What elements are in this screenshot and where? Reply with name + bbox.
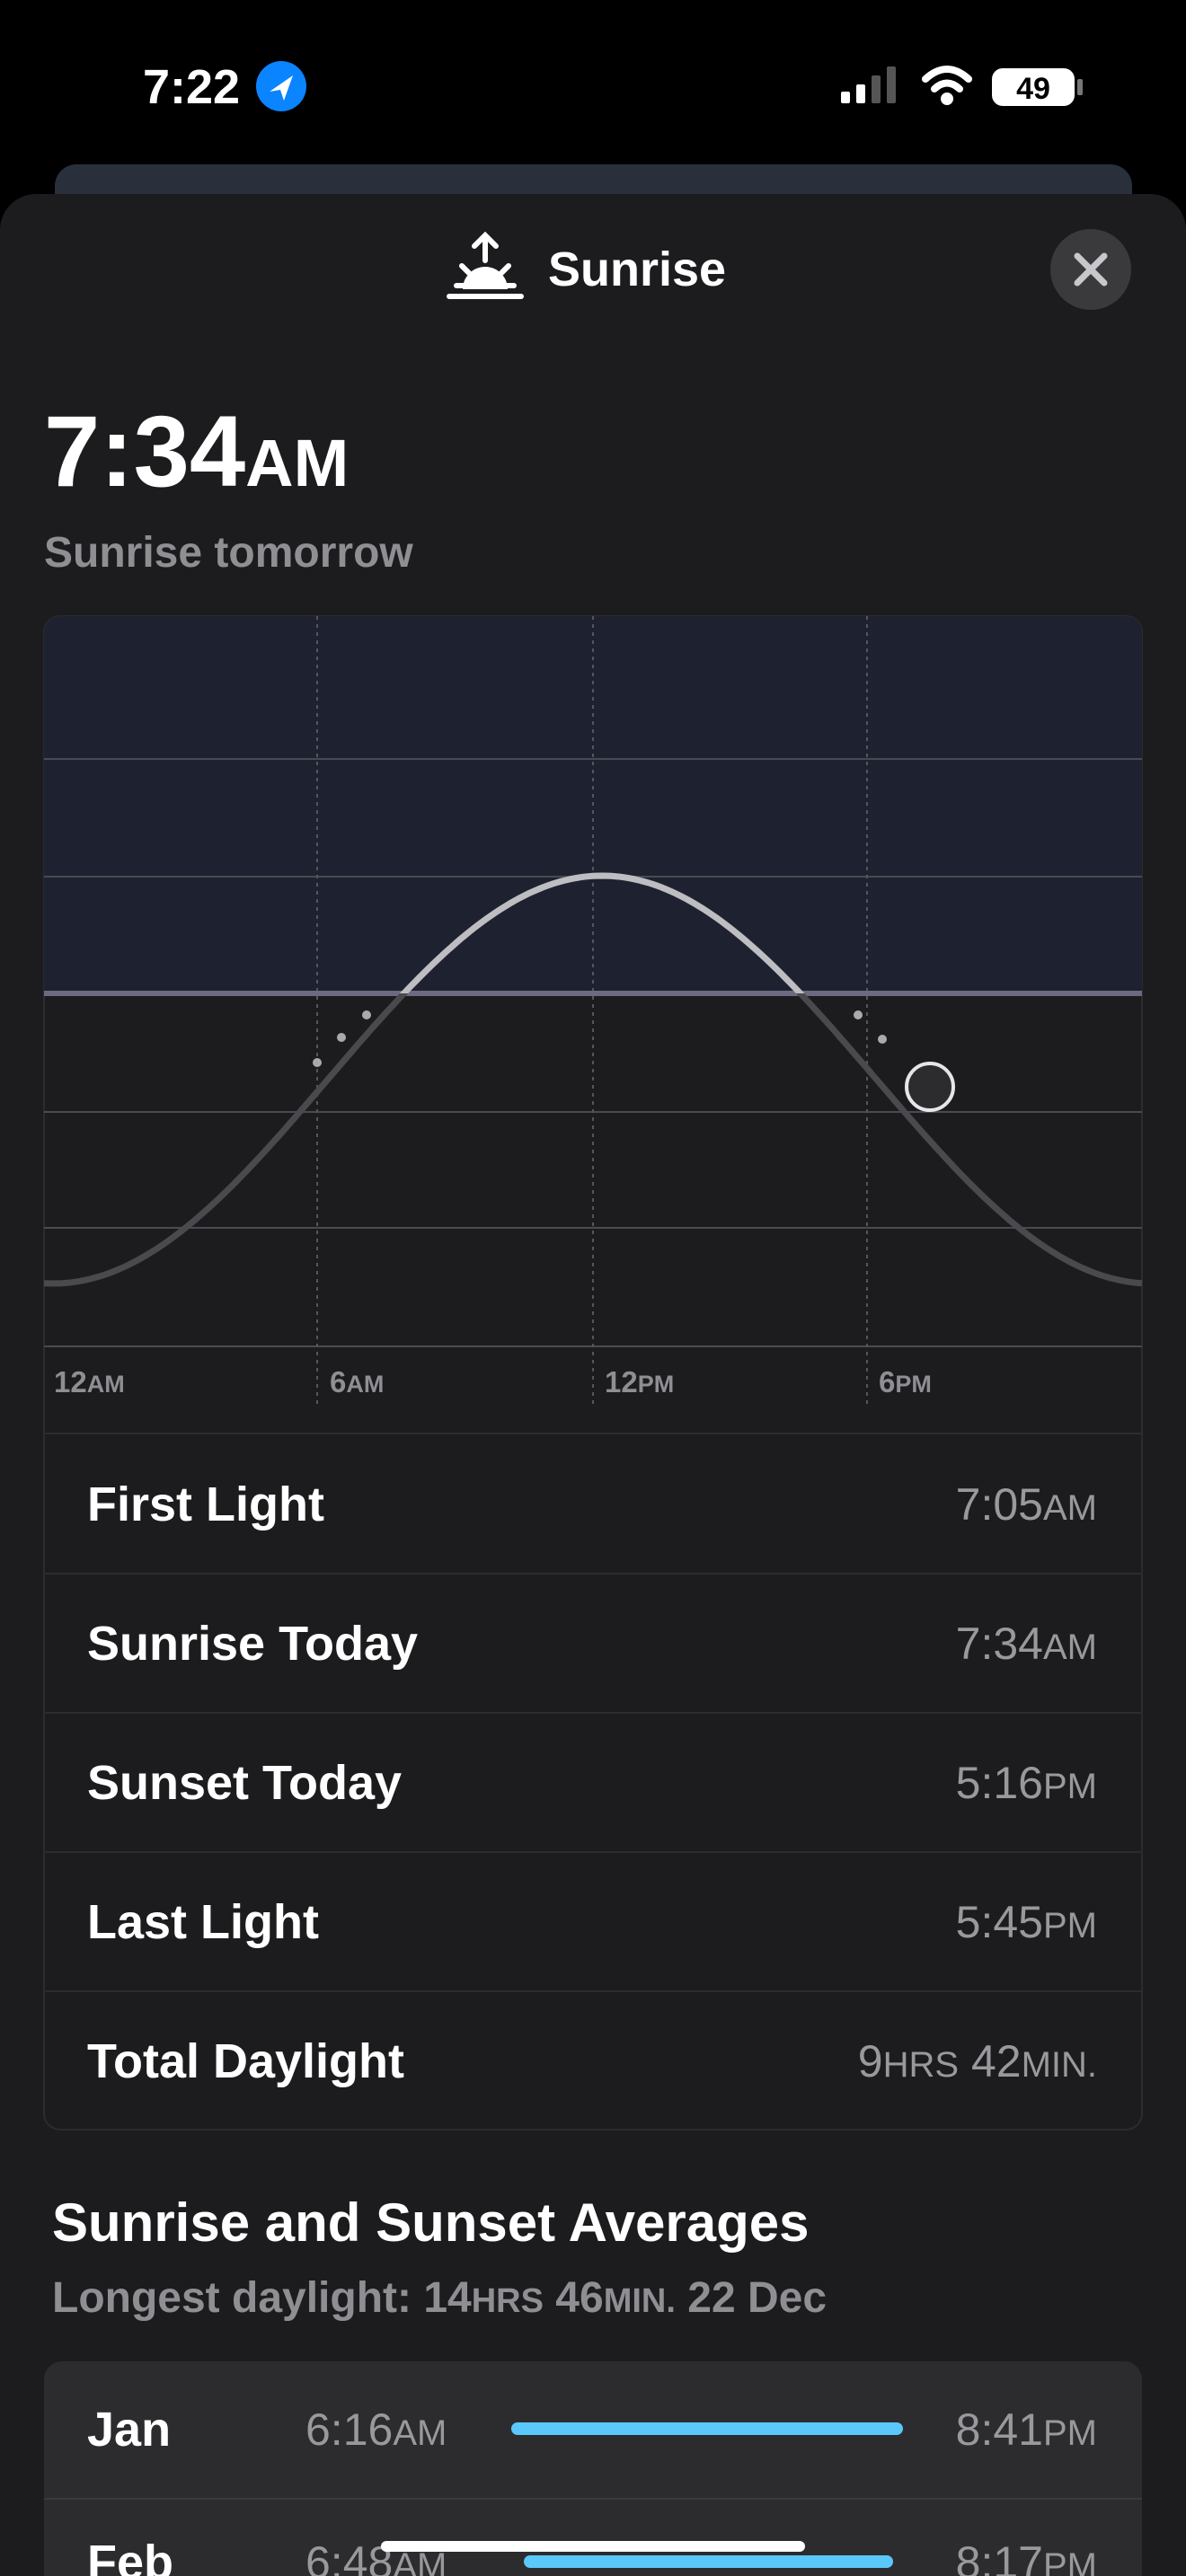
month-label: Feb: [87, 2536, 173, 2576]
text-part: 22 Dec: [676, 2274, 827, 2322]
text-part: 8:17: [956, 2537, 1043, 2576]
text-part: 46: [544, 2274, 604, 2322]
sunrise-icon: [447, 231, 524, 299]
text-part: AM: [346, 1371, 384, 1398]
text-part: PM: [1043, 1906, 1097, 1945]
battery-level: 49: [1016, 72, 1050, 106]
detail-label: Sunrise Today: [87, 1617, 418, 1671]
signal-icon: [841, 66, 896, 103]
text-part: 42: [959, 2036, 1022, 2086]
month-sunrise: 6:16AM: [305, 2404, 447, 2455]
x-axis-label: 12PM: [605, 1365, 674, 1398]
text-part: MIN.: [604, 2282, 676, 2320]
text-part: 7:34: [44, 395, 245, 507]
text-part: 7:05: [956, 1479, 1043, 1530]
text-part: 6: [330, 1365, 346, 1398]
averages-subtitle: Longest daylight: 14HRS 46MIN. 22 Dec: [52, 2274, 827, 2322]
text-part: PM: [1043, 2546, 1097, 2576]
sheet-title: Sunrise: [548, 243, 726, 296]
battery-tip: [1077, 79, 1083, 95]
sunrise-caption: Sunrise tomorrow: [44, 529, 413, 577]
sun-icon: [463, 267, 508, 289]
detail-value: 7:05AM: [956, 1479, 1097, 1530]
close-icon: [1074, 252, 1108, 287]
detail-label: First Light: [87, 1478, 324, 1531]
current-position: [905, 1062, 955, 1112]
text-part: HRS: [883, 2045, 959, 2085]
sunrise-time: 7:34AM: [44, 395, 349, 507]
home-indicator: [381, 2541, 805, 2552]
status-time: 7:22: [143, 60, 240, 114]
detail-label: Total Daylight: [87, 2034, 404, 2088]
detail-value: 5:45PM: [956, 1897, 1097, 1947]
text-part: AM: [393, 2413, 447, 2453]
x-axis-label: 6PM: [879, 1365, 932, 1398]
detail-value: 9HRS 42MIN.: [858, 2036, 1097, 2086]
wifi-icon: [922, 66, 972, 105]
text-part: PM: [638, 1371, 675, 1398]
text-part: 5:16: [956, 1758, 1043, 1808]
x-axis-label: 6AM: [330, 1365, 384, 1398]
battery: [992, 68, 1075, 106]
twilight-dots: [313, 1010, 887, 1067]
text-part: 12: [54, 1365, 87, 1398]
text-part: 8:41: [956, 2404, 1043, 2455]
text-part: MIN.: [1022, 2045, 1097, 2085]
text-part: 9: [858, 2036, 883, 2086]
text-part: 5:45: [956, 1897, 1043, 1947]
text-part: 6: [879, 1365, 895, 1398]
detail-label: Last Light: [87, 1895, 319, 1949]
text-part: PM: [1043, 1767, 1097, 1806]
text-part: 7:34: [956, 1619, 1043, 1669]
month-label: Jan: [87, 2403, 171, 2457]
month-sunset: 8:41PM: [956, 2404, 1097, 2455]
month-sunset: 8:17PM: [956, 2537, 1097, 2576]
detail-value: 7:34AM: [956, 1619, 1097, 1669]
hour-lines: [316, 616, 868, 1406]
text-part: AM: [245, 426, 349, 500]
text-part: PM: [895, 1371, 932, 1398]
months-card: [44, 2361, 1142, 2576]
text-part: AM: [87, 1371, 125, 1398]
text-part: 12: [605, 1365, 638, 1398]
detail-value: 5:16PM: [956, 1758, 1097, 1808]
text-part: PM: [1043, 2413, 1097, 2453]
text-part: AM: [1043, 1488, 1097, 1528]
x-axis-label: 12AM: [54, 1365, 125, 1398]
text-part: 6:16: [305, 2404, 393, 2455]
location-arrow: [270, 75, 293, 101]
detail-label: Sunset Today: [87, 1756, 402, 1810]
averages-title: Sunrise and Sunset Averages: [52, 2192, 810, 2253]
text-part: AM: [1043, 1628, 1097, 1667]
text-part: 6:48: [305, 2537, 393, 2576]
text-part: Longest daylight: 14: [52, 2274, 472, 2322]
text-part: HRS: [472, 2282, 544, 2320]
sun-path-day: [399, 872, 805, 993]
